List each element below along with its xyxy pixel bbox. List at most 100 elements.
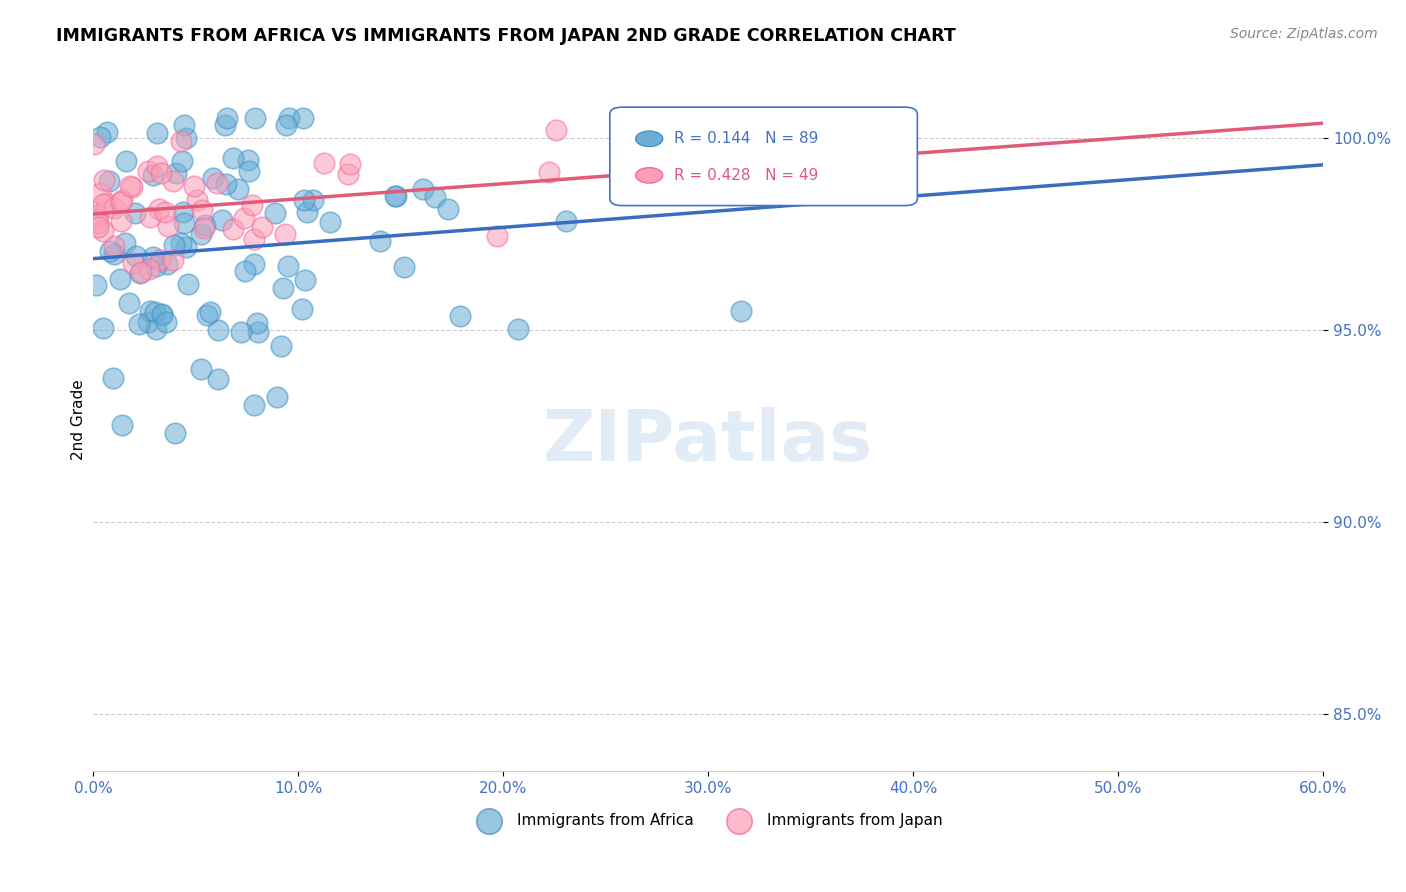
Point (115, 154, 138, 169)
Point (139, 304, 162, 318)
Point (150, 307, 173, 321)
Point (93, 196, 115, 211)
Point (277, 112, 299, 126)
Point (437, 202, 460, 216)
Point (292, 193, 315, 207)
Point (292, 112, 315, 126)
Point (170, 235, 193, 250)
Point (142, 168, 165, 182)
Point (183, 179, 205, 194)
Point (156, 257, 179, 271)
Point (138, 315, 160, 329)
Point (89, 186, 111, 200)
Point (215, 177, 238, 191)
Point (302, 193, 325, 207)
Point (162, 174, 184, 188)
Point (143, 305, 166, 319)
Point (96, 125, 118, 139)
Point (103, 371, 125, 385)
Point (232, 211, 254, 226)
Point (145, 259, 167, 273)
Text: R = 0.428   N = 49: R = 0.428 N = 49 (673, 168, 818, 183)
Point (277, 259, 299, 273)
Point (122, 255, 145, 269)
Point (412, 182, 434, 196)
Point (118, 179, 141, 194)
Point (146, 126, 169, 140)
Point (138, 261, 160, 276)
Point (266, 390, 288, 404)
Point (247, 325, 270, 339)
Point (163, 238, 186, 252)
Point (139, 210, 162, 224)
Point (193, 221, 215, 235)
FancyBboxPatch shape (610, 107, 917, 205)
Point (136, 163, 159, 178)
Point (129, 266, 152, 280)
Point (207, 323, 229, 337)
Point (211, 213, 233, 227)
Point (233, 264, 256, 278)
Point (252, 220, 274, 235)
Point (157, 219, 180, 233)
Point (103, 246, 125, 260)
Point (89, 130, 111, 145)
Point (190, 362, 212, 376)
Point (221, 151, 243, 165)
Point (142, 250, 165, 264)
Point (110, 271, 132, 285)
Point (238, 164, 260, 178)
Point (83, 137, 105, 152)
Point (202, 171, 225, 186)
Point (449, 310, 471, 324)
Text: Source: ZipAtlas.com: Source: ZipAtlas.com (1230, 27, 1378, 41)
Point (173, 216, 195, 230)
Point (86, 220, 108, 235)
Point (778, 112, 800, 126)
Text: R = 0.144   N = 89: R = 0.144 N = 89 (673, 131, 818, 146)
Point (91, 224, 114, 238)
Point (150, 308, 173, 322)
Point (339, 157, 361, 171)
Point (165, 166, 187, 180)
Point (385, 189, 408, 203)
Point (86, 211, 108, 226)
Point (172, 205, 194, 219)
Point (177, 277, 200, 291)
Point (87, 208, 110, 222)
Point (93, 173, 115, 187)
Point (246, 316, 269, 330)
Point (155, 315, 177, 329)
Point (170, 154, 193, 169)
Point (392, 260, 415, 274)
Point (291, 302, 314, 317)
Point (538, 164, 561, 178)
Point (215, 112, 238, 126)
Point (384, 189, 406, 203)
Point (337, 167, 360, 181)
Point (110, 214, 132, 228)
Point (145, 322, 167, 336)
Point (110, 194, 132, 208)
Point (194, 219, 217, 233)
Point (243, 398, 266, 412)
Point (423, 189, 446, 203)
Legend: Immigrants from Africa, Immigrants from Japan: Immigrants from Africa, Immigrants from … (468, 806, 949, 834)
Point (271, 280, 294, 294)
Point (117, 296, 139, 310)
Point (121, 180, 143, 194)
Point (243, 112, 266, 126)
Point (214, 118, 236, 132)
Point (162, 252, 184, 267)
Point (200, 305, 222, 319)
Point (98, 244, 121, 259)
Point (226, 182, 249, 196)
Point (555, 213, 578, 227)
Point (153, 205, 176, 219)
Point (128, 317, 150, 331)
Point (273, 227, 295, 241)
Point (191, 202, 214, 217)
Point (110, 194, 132, 209)
Point (131, 265, 153, 279)
Text: IMMIGRANTS FROM AFRICA VS IMMIGRANTS FROM JAPAN 2ND GRADE CORRELATION CHART: IMMIGRANTS FROM AFRICA VS IMMIGRANTS FRO… (56, 27, 956, 45)
